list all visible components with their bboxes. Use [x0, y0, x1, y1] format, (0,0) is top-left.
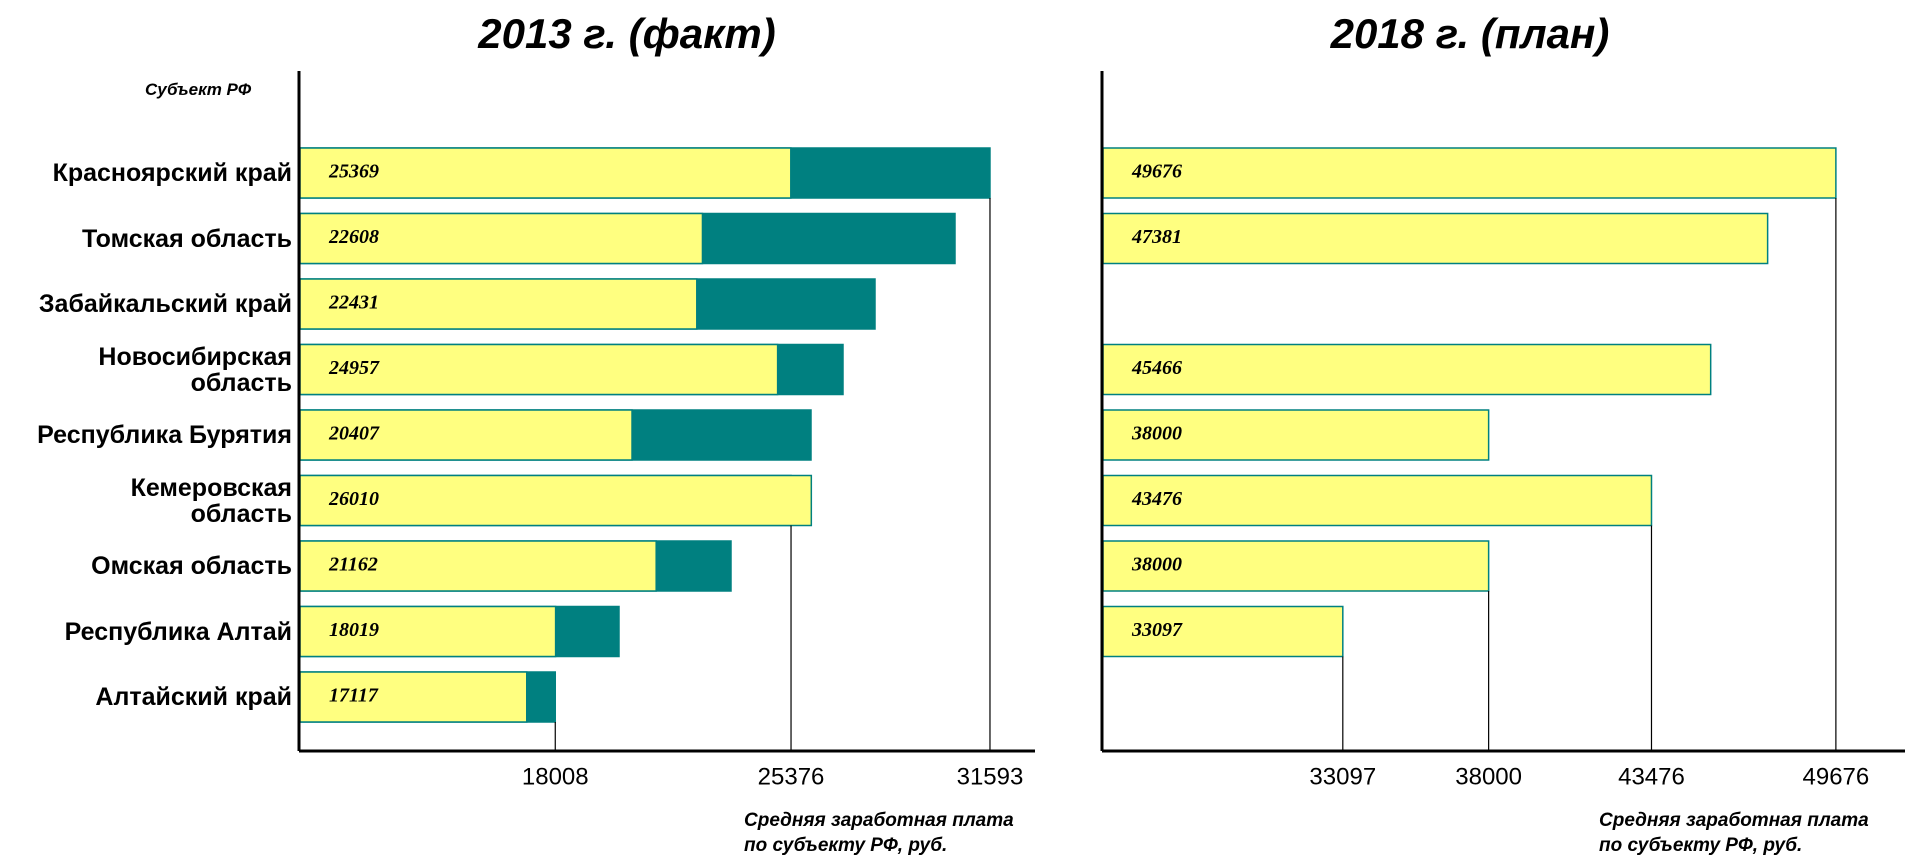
bar — [1102, 212, 1769, 265]
value-label: 22431 — [328, 292, 379, 314]
bar — [299, 343, 779, 396]
x-tick-label: 31593 — [957, 763, 1024, 790]
bar — [299, 212, 704, 265]
category-label: Республика Алтай — [64, 617, 292, 646]
x-tick-label: 43476 — [1618, 763, 1685, 790]
value-label: 49676 — [1131, 161, 1182, 183]
bar — [299, 278, 698, 330]
value-label: 33097 — [1131, 619, 1183, 641]
bar — [1102, 147, 1837, 199]
bar — [299, 409, 633, 461]
value-label: 17117 — [329, 685, 379, 707]
x-tick-label: 33097 — [1309, 763, 1376, 790]
bar — [299, 474, 813, 527]
category-label: Забайкальский край — [38, 290, 292, 318]
value-label: 43476 — [1131, 488, 1182, 510]
category-label: Красноярский край — [52, 159, 292, 187]
bar — [1102, 474, 1653, 527]
bar — [299, 147, 792, 199]
value-label: 26010 — [328, 488, 379, 510]
bar — [299, 540, 657, 592]
category-label: Омская область — [91, 552, 292, 580]
category-label: Томская область — [81, 224, 292, 253]
value-label: 38000 — [1131, 554, 1182, 576]
x-tick-label: 25376 — [758, 763, 825, 790]
value-label: 22608 — [328, 226, 379, 248]
category-label: Республика Бурятия — [37, 421, 292, 449]
value-label: 25369 — [328, 161, 379, 183]
x-tick-label: 49676 — [1803, 763, 1870, 790]
x-tick-label: 38000 — [1455, 763, 1522, 790]
category-label: Новосибирская область — [98, 342, 292, 397]
value-label: 21162 — [328, 554, 378, 576]
x-tick-label: 18008 — [522, 763, 589, 790]
x-axis-label: Средняя заработная плата по субъекту РФ,… — [1599, 810, 1869, 856]
bar — [299, 671, 528, 723]
category-label: Алтайский край — [95, 683, 292, 711]
value-label: 45466 — [1131, 357, 1182, 379]
value-label: 24957 — [328, 357, 380, 379]
value-label: 38000 — [1131, 423, 1182, 445]
category-label: Кемеровская область — [130, 473, 292, 528]
value-label: 47381 — [1131, 226, 1182, 248]
value-label: 20407 — [328, 423, 380, 445]
value-label: 18019 — [329, 619, 379, 641]
x-axis-label: Средняя заработная плата по субъекту РФ,… — [744, 810, 1014, 856]
chart-title: 2018 г. (план) — [1330, 10, 1610, 57]
bar — [1102, 343, 1712, 396]
chart-title: 2013 г. (факт) — [477, 10, 775, 57]
bar — [299, 605, 557, 658]
y-axis-label: Субъект РФ — [145, 80, 252, 99]
